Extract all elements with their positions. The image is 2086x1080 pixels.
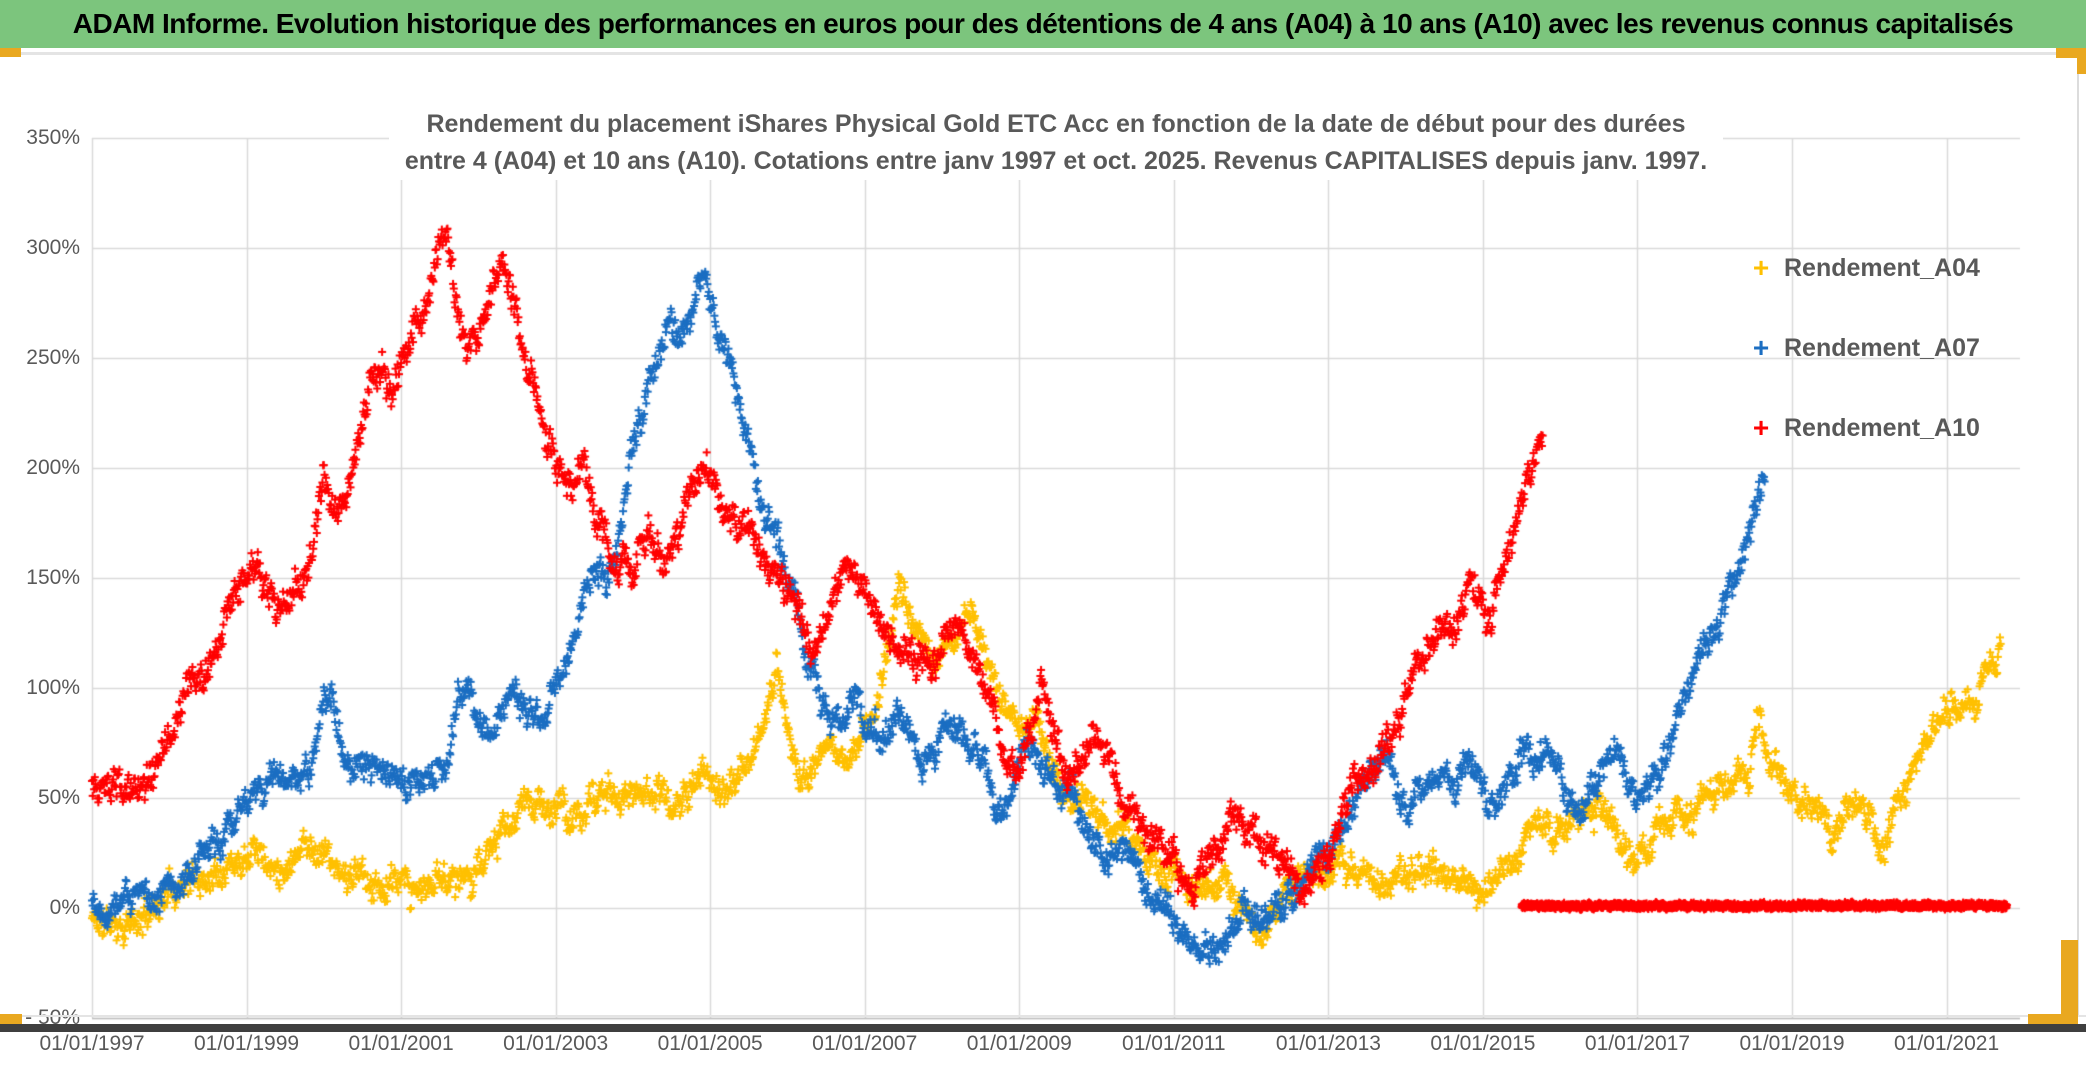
accent-top-left xyxy=(0,48,21,57)
legend-item-rendement-a10: + Rendement_A10 xyxy=(1746,413,1980,443)
accent-bottom-right xyxy=(2028,1014,2078,1024)
panel-frame-bottom xyxy=(0,1015,2086,1017)
accent-top-right xyxy=(2056,48,2086,58)
bottom-bar xyxy=(0,1024,2086,1032)
plus-marker-icon: + xyxy=(1752,412,1770,443)
legend-label: Rendement_A07 xyxy=(1784,333,1980,362)
chart-panel: Rendement du placement iShares Physical … xyxy=(0,48,2086,1080)
panel-frame-top xyxy=(0,52,2086,55)
chart-legend: + Rendement_A04 + Rendement_A07 + Rendem… xyxy=(1746,253,1980,493)
panel-frame-right xyxy=(2077,55,2086,1015)
banner: ADAM Informe. Evolution historique des p… xyxy=(0,0,2086,48)
legend-item-rendement-a04: + Rendement_A04 xyxy=(1746,253,1980,283)
banner-title: ADAM Informe. Evolution historique des p… xyxy=(72,8,2014,39)
legend-item-rendement-a07: + Rendement_A07 xyxy=(1746,333,1980,363)
legend-label: Rendement_A04 xyxy=(1784,253,1980,282)
chart-canvas[interactable] xyxy=(0,48,2086,1080)
plus-marker-icon: + xyxy=(1752,332,1770,363)
accent-right-bar xyxy=(2061,940,2078,1024)
plus-marker-icon: + xyxy=(1752,252,1770,283)
accent-top-right-tab xyxy=(2077,48,2086,74)
legend-label: Rendement_A10 xyxy=(1784,413,1980,442)
accent-bottom-left xyxy=(0,1014,22,1024)
